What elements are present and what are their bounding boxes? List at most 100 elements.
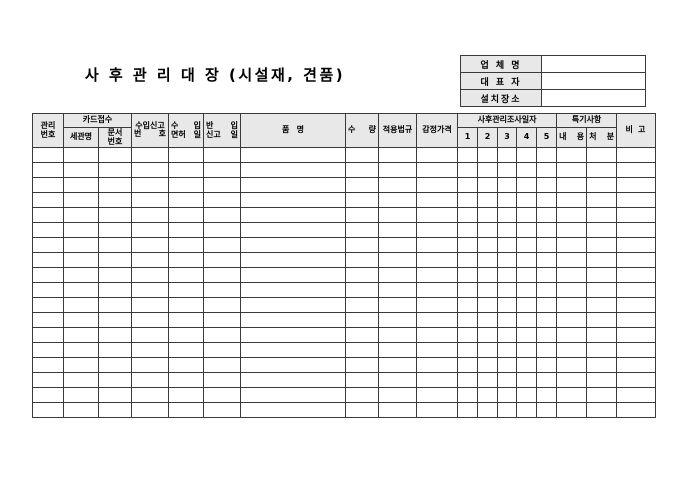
table-cell[interactable]	[131, 402, 170, 418]
table-cell[interactable]	[63, 342, 99, 358]
table-cell[interactable]	[97, 387, 133, 403]
table-cell[interactable]	[536, 252, 558, 268]
table-cell[interactable]	[345, 222, 380, 238]
table-cell[interactable]	[345, 387, 380, 403]
table-cell[interactable]	[32, 327, 64, 343]
table-cell[interactable]	[416, 192, 459, 208]
table-cell[interactable]	[516, 252, 538, 268]
table-cell[interactable]	[168, 177, 205, 193]
table-cell[interactable]	[63, 252, 99, 268]
table-cell[interactable]	[536, 282, 558, 298]
table-cell[interactable]	[556, 327, 588, 343]
table-cell[interactable]	[457, 177, 479, 193]
table-cell[interactable]	[97, 342, 133, 358]
table-cell[interactable]	[378, 342, 418, 358]
table-cell[interactable]	[168, 402, 205, 418]
table-cell[interactable]	[345, 177, 380, 193]
table-cell[interactable]	[378, 237, 418, 253]
table-cell[interactable]	[63, 192, 99, 208]
table-cell[interactable]	[240, 387, 347, 403]
table-cell[interactable]	[32, 342, 64, 358]
table-cell[interactable]	[616, 357, 657, 373]
table-cell[interactable]	[516, 312, 538, 328]
table-cell[interactable]	[477, 222, 499, 238]
table-cell[interactable]	[457, 312, 479, 328]
table-cell[interactable]	[131, 267, 170, 283]
table-cell[interactable]	[457, 267, 479, 283]
table-cell[interactable]	[168, 372, 205, 388]
table-cell[interactable]	[556, 312, 588, 328]
table-cell[interactable]	[516, 327, 538, 343]
table-cell[interactable]	[203, 372, 242, 388]
table-cell[interactable]	[345, 402, 380, 418]
table-cell[interactable]	[516, 402, 538, 418]
table-cell[interactable]	[63, 357, 99, 373]
table-cell[interactable]	[203, 147, 242, 163]
table-cell[interactable]	[556, 252, 588, 268]
table-cell[interactable]	[416, 162, 459, 178]
table-cell[interactable]	[556, 162, 588, 178]
table-cell[interactable]	[556, 192, 588, 208]
table-cell[interactable]	[97, 402, 133, 418]
table-cell[interactable]	[378, 252, 418, 268]
table-cell[interactable]	[556, 267, 588, 283]
table-cell[interactable]	[586, 192, 618, 208]
table-cell[interactable]	[616, 282, 657, 298]
table-cell[interactable]	[240, 147, 347, 163]
table-cell[interactable]	[497, 372, 518, 388]
table-cell[interactable]	[345, 267, 380, 283]
table-cell[interactable]	[556, 372, 588, 388]
table-cell[interactable]	[457, 282, 479, 298]
table-cell[interactable]	[477, 177, 499, 193]
table-cell[interactable]	[457, 207, 479, 223]
table-cell[interactable]	[240, 297, 347, 313]
table-cell[interactable]	[497, 147, 518, 163]
table-cell[interactable]	[378, 327, 418, 343]
table-cell[interactable]	[586, 162, 618, 178]
table-cell[interactable]	[378, 267, 418, 283]
table-cell[interactable]	[97, 327, 133, 343]
table-cell[interactable]	[457, 357, 479, 373]
table-cell[interactable]	[345, 372, 380, 388]
table-cell[interactable]	[32, 282, 64, 298]
table-cell[interactable]	[32, 222, 64, 238]
table-cell[interactable]	[168, 342, 205, 358]
table-cell[interactable]	[131, 222, 170, 238]
table-cell[interactable]	[416, 327, 459, 343]
table-cell[interactable]	[477, 387, 499, 403]
table-cell[interactable]	[457, 252, 479, 268]
table-cell[interactable]	[616, 312, 657, 328]
table-cell[interactable]	[168, 297, 205, 313]
table-cell[interactable]	[240, 327, 347, 343]
table-cell[interactable]	[32, 312, 64, 328]
table-cell[interactable]	[457, 222, 479, 238]
table-cell[interactable]	[497, 327, 518, 343]
table-cell[interactable]	[586, 387, 618, 403]
table-cell[interactable]	[97, 312, 133, 328]
table-cell[interactable]	[32, 192, 64, 208]
table-cell[interactable]	[416, 147, 459, 163]
table-cell[interactable]	[378, 357, 418, 373]
table-cell[interactable]	[345, 192, 380, 208]
table-cell[interactable]	[240, 402, 347, 418]
table-cell[interactable]	[586, 147, 618, 163]
table-cell[interactable]	[616, 402, 657, 418]
table-cell[interactable]	[516, 342, 538, 358]
table-cell[interactable]	[203, 192, 242, 208]
table-cell[interactable]	[240, 192, 347, 208]
table-cell[interactable]	[97, 282, 133, 298]
table-cell[interactable]	[457, 327, 479, 343]
table-cell[interactable]	[586, 252, 618, 268]
table-cell[interactable]	[131, 177, 170, 193]
table-cell[interactable]	[97, 252, 133, 268]
table-cell[interactable]	[131, 147, 170, 163]
table-cell[interactable]	[516, 237, 538, 253]
table-cell[interactable]	[378, 297, 418, 313]
table-cell[interactable]	[477, 207, 499, 223]
table-cell[interactable]	[477, 357, 499, 373]
table-cell[interactable]	[586, 282, 618, 298]
table-cell[interactable]	[63, 372, 99, 388]
table-cell[interactable]	[240, 342, 347, 358]
table-cell[interactable]	[97, 237, 133, 253]
table-cell[interactable]	[586, 267, 618, 283]
